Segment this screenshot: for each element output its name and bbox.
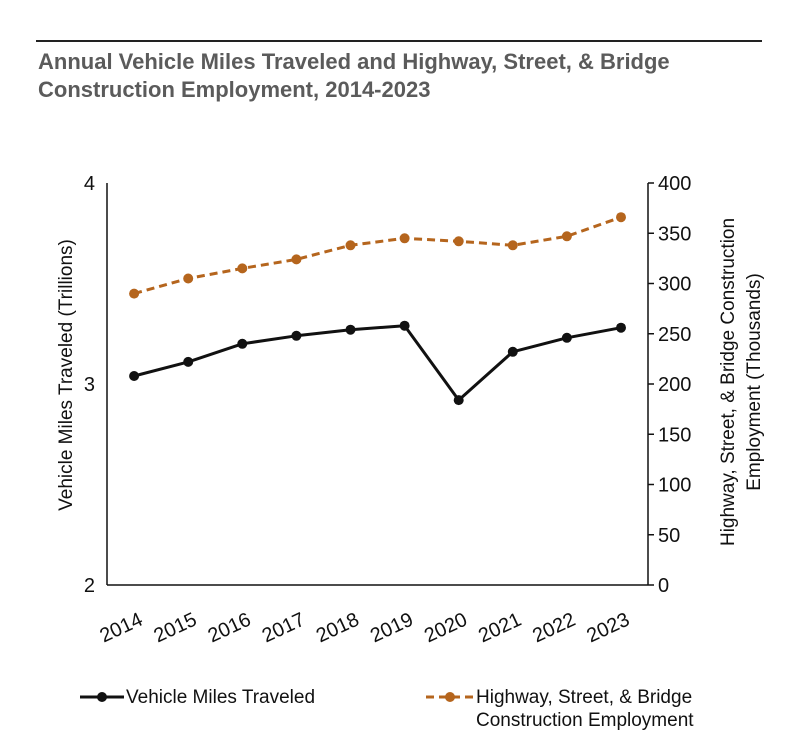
x-tick-label-1: 2015 [151, 609, 201, 648]
x-axis-ticks: 2014 2015 2016 2017 2018 2019 2020 2021 2022 2023 [97, 609, 634, 648]
x-tick-label-7: 2021 [475, 609, 525, 648]
chart-title-line-1: Annual Vehicle Miles Traveled and Highwa… [38, 49, 670, 74]
left-axis-ticks: 2 3 4 [84, 173, 95, 597]
left-tick-label-2: 4 [84, 173, 95, 195]
series-1-point-2 [237, 263, 248, 274]
legend-vmt-label: Vehicle Miles Traveled [126, 687, 316, 708]
series-0-point-2 [237, 338, 248, 349]
right-tick-label-7: 350 [658, 223, 691, 245]
right-tick-label-0: 0 [658, 575, 669, 597]
x-tick-label-2: 2016 [205, 609, 255, 648]
legend-employment-swatch [426, 692, 474, 702]
series-1-point-9 [616, 212, 626, 223]
series-0-point-4 [345, 324, 356, 335]
right-tick-label-2: 100 [658, 475, 691, 497]
series-1-point-3 [291, 254, 302, 265]
left-axis-title: Vehicle Miles Traveled (Trillions) [56, 239, 77, 511]
right-tick-label-1: 50 [658, 525, 680, 547]
right-tick-label-6: 300 [658, 274, 691, 296]
right-tick-label-8: 400 [658, 173, 691, 195]
x-tick-label-8: 2022 [529, 609, 579, 648]
series-1-point-0 [129, 288, 140, 299]
series-1-point-7 [507, 240, 518, 251]
series-0-line [133, 324, 622, 402]
series-0-point-7 [507, 346, 518, 357]
left-tick-label-1: 3 [84, 374, 95, 396]
x-tick-label-3: 2017 [259, 609, 309, 648]
right-tick-label-4: 200 [658, 374, 691, 396]
x-tick-label-4: 2018 [313, 609, 363, 648]
right-axis-title-line-1: Highway, Street, & Bridge Construction [718, 218, 739, 546]
chart-series [129, 212, 626, 406]
legend-item-vmt: Vehicle Miles Traveled [78, 686, 315, 709]
series-1-point-4 [345, 240, 356, 251]
title-rule [36, 40, 762, 42]
legend-employment-label-line-1: Highway, Street, & Bridge [476, 687, 693, 708]
series-0-point-0 [129, 371, 140, 381]
series-0-point-9 [616, 322, 626, 333]
series-1-line [133, 215, 622, 296]
series-1-point-6 [453, 236, 464, 247]
series-0-point-5 [399, 320, 410, 331]
legend-employment-label-line-2: Construction Employment [476, 710, 694, 731]
series-0-point-3 [291, 330, 302, 341]
series-0-point-1 [183, 356, 194, 367]
right-axis-ticks: 0 50 100 150 200 250 300 350 400 [648, 173, 691, 597]
x-tick-label-0: 2014 [97, 609, 147, 648]
series-0-point-6 [453, 395, 464, 406]
right-axis-title-line-2: Employment (Thousands) [744, 273, 765, 491]
chart-title: Annual Vehicle Miles Traveled and Highwa… [38, 48, 758, 104]
x-tick-label-5: 2019 [367, 609, 417, 648]
series-1-point-1 [183, 273, 194, 284]
x-tick-label-9: 2023 [583, 609, 633, 648]
legend-item-employment: Highway, Street, & Bridge Construction E… [424, 686, 694, 732]
legend-vmt-swatch [80, 692, 124, 702]
x-tick-label-6: 2020 [421, 609, 471, 648]
series-1-point-5 [399, 233, 410, 244]
series-0-point-8 [561, 332, 572, 343]
right-tick-label-5: 250 [658, 324, 691, 346]
series-1-point-8 [561, 231, 572, 242]
chart-title-line-2: Construction Employment, 2014-2023 [38, 77, 431, 102]
left-tick-label-0: 2 [84, 575, 95, 597]
right-tick-label-3: 150 [658, 424, 691, 446]
